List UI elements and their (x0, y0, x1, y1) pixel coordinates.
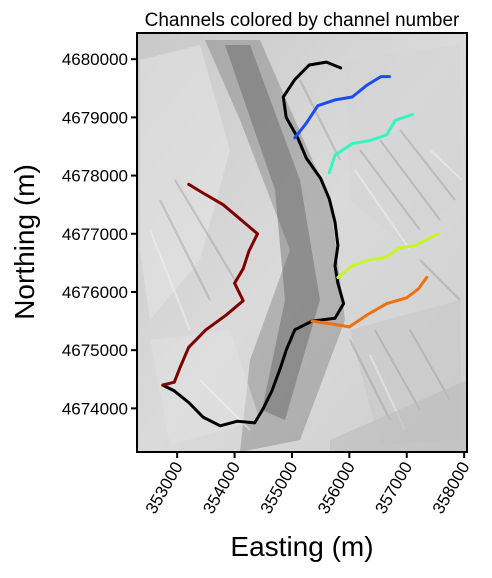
y-axis-title: Northing (m) (9, 164, 40, 320)
chart-title: Channels colored by channel number (145, 10, 460, 31)
x-tick-label: 355000 (257, 459, 302, 518)
channel-5 (310, 275, 429, 329)
x-tick-label: 353000 (142, 459, 187, 518)
y-tick-label: 4676000 (62, 283, 128, 302)
y-tick-label: 4678000 (62, 167, 128, 186)
y-tick-label: 4679000 (62, 108, 128, 127)
x-tick-label: 356000 (314, 459, 359, 518)
x-tick-label: 354000 (199, 459, 244, 518)
x-tick-label: 358000 (429, 459, 474, 518)
x-axis-title: Easting (m) (230, 531, 373, 562)
y-tick-label: 4677000 (62, 225, 128, 244)
channel-lines (161, 60, 440, 428)
y-tick-label: 4674000 (62, 399, 128, 418)
basin-outline (161, 60, 346, 428)
y-tick-label: 4675000 (62, 341, 128, 360)
x-tick-label: 357000 (371, 459, 416, 518)
channel-2 (293, 75, 391, 140)
channel-1 (161, 182, 259, 387)
channel-4 (336, 232, 440, 279)
plot-frame (136, 32, 468, 453)
y-tick-label: 4680000 (62, 50, 128, 69)
hillshade-background (137, 33, 467, 452)
channel-3 (327, 113, 414, 175)
